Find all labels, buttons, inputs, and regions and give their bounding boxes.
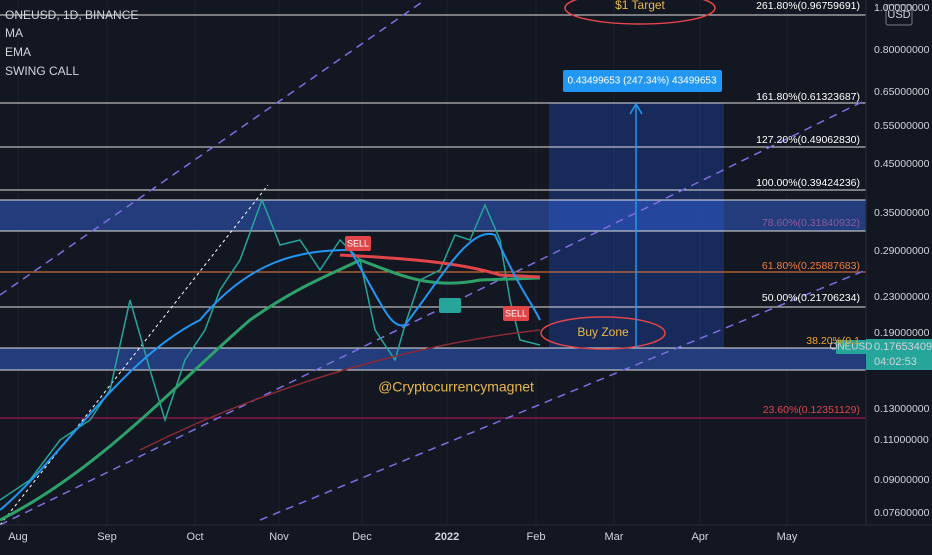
price-tick: 1.00000000 [874, 2, 930, 14]
fib-label: 38.20%(0.1 [806, 335, 860, 347]
trend-line [0, 184, 269, 526]
price-tick: 0.23000000 [874, 291, 930, 303]
fib-label: 261.80%(0.96759691) [756, 0, 860, 12]
price-tick: 0.80000000 [874, 44, 930, 56]
target-label: $1 Target [615, 0, 665, 12]
fib-label: 78.60%(0.31840932) [762, 217, 860, 229]
sell-text: SELL [505, 308, 527, 318]
price-tick: 0.07600000 [874, 507, 930, 519]
measure-label: 0.43499653 (247.34%) 43499653 [567, 76, 716, 87]
time-tick: May [777, 531, 798, 543]
price-tick: 0.13000000 [874, 403, 930, 415]
dynamic-labels: MA EMA SWING CALL 1.00000000 0.80000000 0.650… [5, 0, 930, 543]
symbol-title: ONEUSD, 1D, BINANCE [5, 8, 138, 22]
fib-label: 127.20%(0.49062830) [756, 134, 860, 146]
ma-long [139, 329, 541, 451]
measure-label-bg [563, 70, 722, 92]
time-tick: Dec [352, 531, 372, 543]
time-tick: Aug [8, 531, 28, 543]
price-label-bg [866, 339, 932, 370]
symbol-label: ONEUSD [830, 342, 873, 353]
support-zone [0, 348, 866, 370]
watermark: @Cryptocurrencymagnet [378, 379, 534, 395]
indicator-name: MA [5, 26, 23, 40]
time-tick: Mar [605, 531, 624, 543]
indicator-name: EMA [5, 45, 31, 59]
time-tick: Sep [97, 531, 117, 543]
price-tick: 0.09000000 [874, 474, 930, 486]
price-tick: 0.55000000 [874, 120, 930, 132]
fib-label: 50.00%(0.21706234) [762, 292, 860, 304]
price-tick: 0.65000000 [874, 86, 930, 98]
price-tick: 0.35000000 [874, 207, 930, 219]
fib-label: 23.60%(0.12351129) [763, 404, 860, 416]
channel [0, 0, 867, 526]
sell-text: SELL [347, 238, 369, 248]
ma [339, 253, 541, 279]
currency-box [885, 4, 913, 26]
resistance-zone [0, 200, 866, 231]
ma-fast [0, 232, 541, 511]
arrow-head [629, 102, 643, 115]
sell-badge [345, 236, 371, 251]
time-tick: Oct [186, 531, 203, 543]
price-tick: 0.45000000 [874, 158, 930, 170]
target-ellipse [564, 0, 716, 25]
price-axis [866, 0, 932, 525]
time-tick: 2022 [435, 531, 459, 543]
buy-zone-label: Buy Zone [577, 325, 629, 339]
fib-label: 100.00%(0.39424236) [756, 177, 860, 189]
currency: USD [887, 9, 910, 21]
price-tick: 0.11000000 [874, 434, 929, 446]
time-tick: Nov [269, 531, 289, 543]
last-price: 0.17653409 [874, 341, 932, 353]
price-tick: 0.19000000 [874, 327, 930, 339]
indicator-name: SWING CALL [5, 64, 79, 78]
price-tick: 0.29000000 [874, 245, 930, 257]
symbol-label-bg [836, 340, 866, 354]
fib-label: 161.80%(0.61323687) [756, 91, 860, 103]
time-tick: Apr [691, 531, 708, 543]
price [0, 197, 541, 501]
buy-zone-ellipse [540, 316, 666, 350]
buy-badge [439, 298, 461, 313]
fib-label: 61.80%(0.25887683) [762, 260, 860, 272]
ema [0, 258, 541, 522]
countdown: 04:02:53 [874, 356, 917, 368]
sell-badge [503, 306, 529, 321]
time-tick: Feb [527, 531, 546, 543]
